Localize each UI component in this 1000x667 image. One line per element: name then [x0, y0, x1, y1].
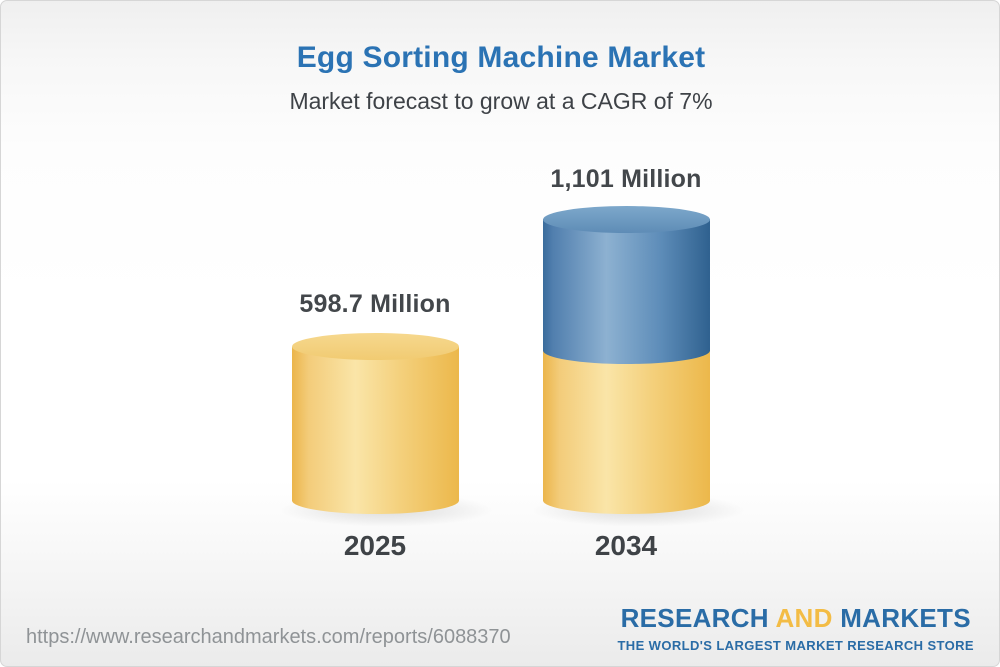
value-label-2025: 598.7 Million [299, 290, 451, 318]
x-tick-2025: 2025 [343, 530, 407, 561]
page-subtitle: Market forecast to grow at a CAGR of 7% [289, 88, 713, 114]
page-title: Egg Sorting Machine Market [296, 41, 706, 74]
bar-2025-bottom-cap [292, 487, 459, 514]
logo-word-and: AND [775, 603, 833, 633]
bar-2025-body [292, 347, 459, 501]
bar-2034-top-cap [543, 206, 710, 233]
logo-word-research: RESEARCH [620, 603, 769, 633]
bar-2034-segment-junction [543, 337, 710, 364]
bar-2034-base-body [543, 351, 710, 501]
research-and-markets-logo: RESEARCH AND MARKETS THE WORLD'S LARGEST… [617, 603, 974, 653]
bar-2025-top-cap [292, 333, 459, 360]
bar-2034-bottom-cap [543, 487, 710, 514]
logo-word-markets: MARKETS [840, 603, 971, 633]
bar-2034-growth-body [543, 219, 710, 351]
logo-tagline: THE WORLD'S LARGEST MARKET RESEARCH STOR… [617, 638, 974, 653]
source-url: https://www.researchandmarkets.com/repor… [26, 626, 511, 648]
x-tick-2034: 2034 [594, 530, 658, 561]
logo-wordmark: RESEARCH AND MARKETS [617, 603, 974, 634]
value-label-2034: 1,101 Million [550, 165, 702, 193]
